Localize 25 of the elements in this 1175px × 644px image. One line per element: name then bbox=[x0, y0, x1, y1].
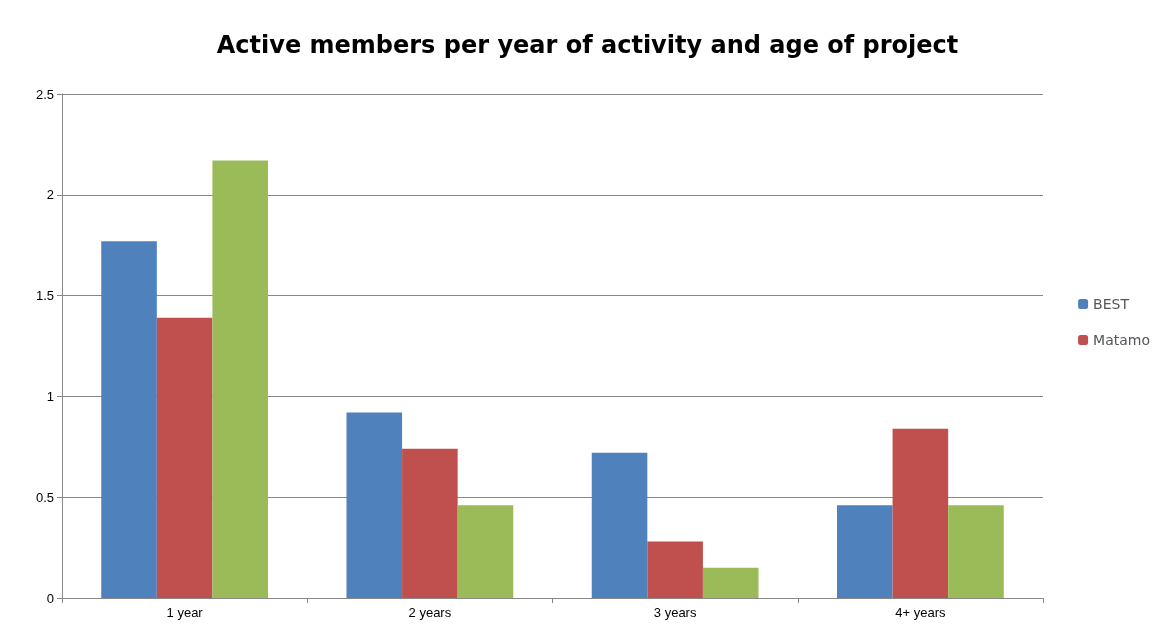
bar bbox=[346, 412, 403, 598]
bar bbox=[948, 505, 1004, 598]
bar bbox=[402, 448, 458, 598]
bar bbox=[647, 541, 703, 598]
y-tick-label: 1.5 bbox=[35, 288, 54, 304]
bar bbox=[702, 567, 759, 598]
legend-label: Matamo bbox=[1093, 332, 1151, 348]
chart-title: Active members per year of activity and age of project bbox=[216, 31, 959, 59]
y-tick-label: 2.5 bbox=[35, 86, 54, 102]
x-tick-label: 3 years bbox=[653, 605, 697, 620]
legend-label: BEST bbox=[1093, 296, 1130, 312]
bar bbox=[156, 317, 213, 598]
bar bbox=[212, 160, 269, 598]
y-tick-label: 1 bbox=[46, 388, 54, 404]
bar bbox=[836, 505, 893, 598]
bar bbox=[892, 428, 949, 598]
x-tick-label: 1 year bbox=[166, 605, 204, 620]
bar bbox=[591, 452, 648, 598]
y-tick-label: 0 bbox=[46, 590, 54, 606]
bar bbox=[457, 505, 514, 598]
x-tick-label: 2 years bbox=[408, 605, 452, 620]
y-tick-label: 0.5 bbox=[35, 489, 54, 505]
bar bbox=[101, 241, 157, 598]
x-tick-label: 4+ years bbox=[895, 605, 946, 620]
y-tick-label: 2 bbox=[46, 187, 54, 203]
